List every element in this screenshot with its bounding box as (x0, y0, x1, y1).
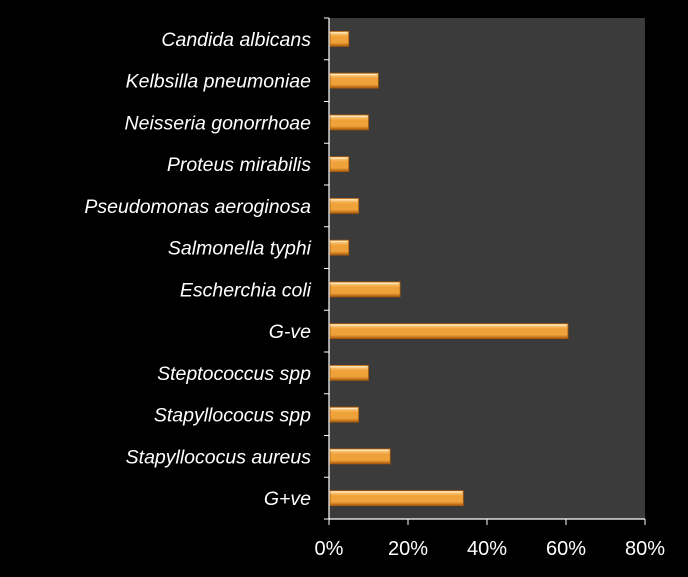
x-tick-label-2: 40% (467, 538, 507, 560)
category-label-8: Steptococcus spp (157, 363, 311, 385)
bar-1 (329, 72, 379, 89)
bar-5 (329, 239, 350, 256)
category-label-9: Stapyllococus spp (154, 405, 311, 427)
plot-area (329, 18, 645, 519)
bar-6 (329, 281, 401, 298)
category-label-3: Proteus mirabilis (167, 154, 311, 176)
x-tick-label-4: 80% (625, 538, 665, 560)
x-tick-label-3: 60% (546, 538, 586, 560)
bar-4 (329, 197, 360, 214)
bar-3 (329, 156, 350, 173)
bar-7 (329, 323, 569, 340)
x-tick-label-1: 20% (388, 538, 428, 560)
x-tick-label-0: 0% (315, 538, 344, 560)
category-label-1: Kelbsilla pneumoniae (126, 71, 312, 93)
bar-11 (329, 490, 464, 507)
bar-9 (329, 406, 360, 423)
bar-0 (329, 30, 350, 47)
category-label-5: Salmonella typhi (168, 238, 312, 260)
bar-10 (329, 448, 391, 465)
category-label-4: Pseudomonas aeroginosa (84, 196, 311, 218)
category-label-6: Escherchia coli (180, 279, 312, 301)
category-label-7: G-ve (269, 321, 311, 343)
category-label-2: Neisseria gonorrhoae (125, 112, 312, 134)
category-label-11: G+ve (264, 488, 311, 510)
bar-8 (329, 364, 369, 381)
bar-2 (329, 114, 369, 131)
category-label-10: Stapyllococus aureus (126, 446, 312, 468)
category-label-0: Candida albicans (161, 29, 311, 51)
